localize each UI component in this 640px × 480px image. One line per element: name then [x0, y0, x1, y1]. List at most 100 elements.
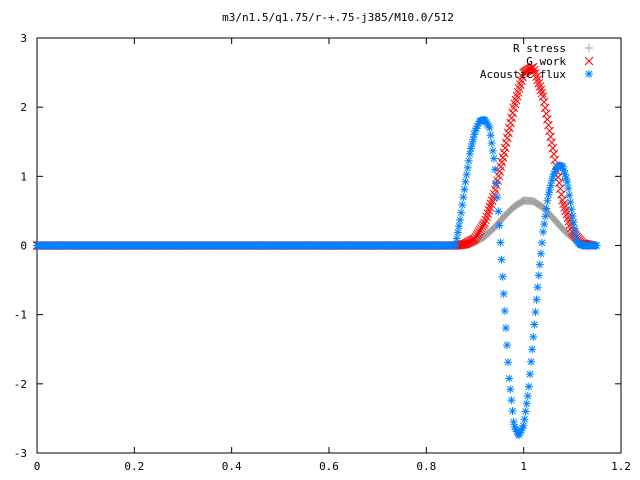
- data-point: [557, 190, 566, 199]
- data-point: [457, 208, 466, 217]
- data-point: [509, 417, 518, 426]
- series-g-work: [32, 62, 597, 250]
- y-tick-label: 0: [20, 240, 27, 253]
- data-point: [538, 92, 548, 101]
- data-point: [541, 212, 550, 221]
- data-point: [465, 149, 474, 158]
- data-point: [502, 133, 512, 143]
- data-point: [482, 212, 492, 222]
- chart-title: m3/n1.5/q1.75/r-+.75-j385/M10.0/512: [222, 11, 454, 24]
- data-point: [491, 165, 500, 174]
- data-point: [556, 184, 565, 194]
- data-point: [538, 238, 547, 247]
- data-point: [497, 255, 506, 264]
- data-point: [504, 128, 513, 138]
- data-point: [559, 199, 568, 209]
- data-point: [532, 72, 541, 81]
- data-point: [530, 320, 539, 329]
- data-point: [537, 88, 547, 98]
- data-point: [493, 193, 502, 202]
- data-point: [458, 200, 467, 209]
- data-point: [531, 68, 540, 78]
- data-point: [533, 283, 542, 292]
- y-tick-label: 2: [20, 101, 27, 114]
- data-point: [487, 196, 497, 206]
- data-point: [505, 374, 514, 383]
- data-point: [454, 222, 463, 231]
- x-tick-label: 0.4: [222, 460, 242, 473]
- legend-marker: [585, 70, 593, 78]
- data-point: [456, 215, 465, 224]
- data-point: [535, 82, 545, 91]
- data-point: [492, 179, 501, 188]
- data-point: [563, 213, 573, 223]
- series-layer: [32, 62, 601, 440]
- legend-label: Acoustic flux: [480, 68, 566, 81]
- data-point: [566, 198, 575, 207]
- data-point: [499, 289, 508, 298]
- data-point: [486, 131, 495, 140]
- data-point: [564, 184, 573, 193]
- data-point: [543, 196, 552, 205]
- data-point: [542, 204, 551, 213]
- data-point: [530, 65, 539, 75]
- data-point: [568, 211, 577, 220]
- data-point: [500, 306, 509, 315]
- data-point: [548, 143, 558, 153]
- data-point: [528, 345, 537, 354]
- x-tick-label: 0: [34, 460, 41, 473]
- data-point: [507, 396, 516, 405]
- data-point: [543, 115, 552, 124]
- data-point: [525, 370, 534, 379]
- legend-item: Acoustic flux: [480, 68, 593, 81]
- data-point: [488, 146, 497, 155]
- data-point: [540, 220, 549, 229]
- data-point: [461, 177, 470, 186]
- data-point: [485, 123, 494, 132]
- data-point: [541, 109, 551, 118]
- data-point: [563, 178, 572, 187]
- data-point: [480, 218, 489, 228]
- data-point: [504, 358, 513, 367]
- data-point: [496, 238, 505, 247]
- data-point: [519, 421, 528, 430]
- data-point: [547, 138, 557, 147]
- data-point: [534, 271, 543, 280]
- data-point: [466, 144, 475, 153]
- data-point: [570, 224, 579, 233]
- data-point: [527, 357, 536, 366]
- data-point: [534, 78, 544, 88]
- data-point: [494, 207, 503, 216]
- data-point: [488, 193, 498, 202]
- data-point: [569, 218, 578, 227]
- data-point: [463, 163, 472, 172]
- data-point: [462, 170, 471, 179]
- data-point: [539, 227, 548, 236]
- data-point: [485, 202, 495, 212]
- data-point: [554, 178, 564, 188]
- data-point: [508, 108, 518, 118]
- data-point: [546, 132, 555, 142]
- data-point: [528, 62, 538, 72]
- data-point: [524, 382, 533, 391]
- data-point: [592, 241, 601, 250]
- data-point: [531, 308, 540, 317]
- data-point: [487, 139, 496, 148]
- y-tick-label: -1: [14, 309, 27, 322]
- data-point: [486, 199, 496, 209]
- axis-ticks: 0 0.2 0.4 0.6 0.8 1 1.2 -3 -2 -1 0 1 2 3: [14, 32, 631, 473]
- data-point: [459, 239, 469, 249]
- data-point: [529, 332, 538, 341]
- y-tick-label: 1: [20, 170, 27, 183]
- data-point: [481, 215, 490, 225]
- data-point: [536, 249, 545, 258]
- data-point: [571, 230, 580, 239]
- x-tick-label: 0.8: [416, 460, 436, 473]
- data-point: [498, 272, 507, 281]
- legend-marker: [584, 56, 594, 66]
- y-tick-label: -2: [14, 378, 27, 391]
- legend-item: G work: [526, 55, 594, 68]
- data-point: [539, 97, 549, 107]
